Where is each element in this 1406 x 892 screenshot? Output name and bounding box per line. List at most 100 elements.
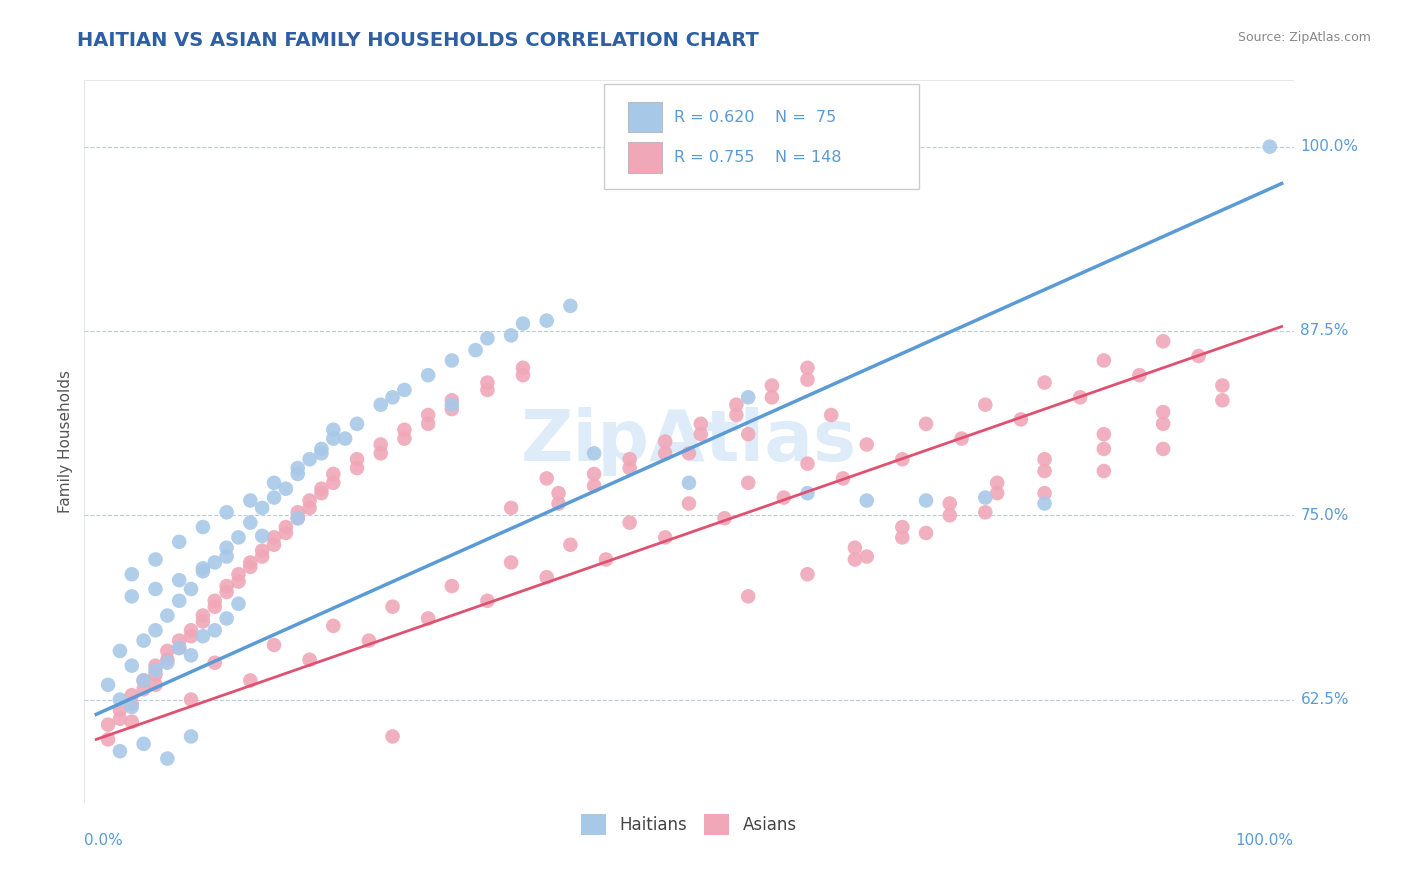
Point: [381, 599, 404, 614]
Point: [132, 682, 155, 697]
Point: [298, 493, 321, 508]
Point: [418, 417, 440, 431]
Point: [844, 541, 866, 555]
Point: [121, 567, 143, 582]
Point: [228, 574, 250, 589]
Point: [440, 579, 463, 593]
Point: [263, 530, 285, 544]
Point: [145, 552, 167, 566]
Point: [1069, 390, 1091, 404]
Point: [180, 629, 202, 643]
Point: [560, 299, 582, 313]
Point: [287, 461, 309, 475]
Point: [737, 427, 759, 442]
Point: [440, 393, 463, 408]
Point: [477, 376, 499, 390]
Point: [97, 678, 120, 692]
Point: [108, 712, 131, 726]
Point: [180, 648, 202, 663]
Point: [311, 446, 333, 460]
Point: [145, 624, 167, 638]
Text: HAITIAN VS ASIAN FAMILY HOUSEHOLDS CORRELATION CHART: HAITIAN VS ASIAN FAMILY HOUSEHOLDS CORRE…: [77, 31, 759, 50]
Point: [915, 417, 938, 431]
Point: [654, 530, 676, 544]
Point: [654, 446, 676, 460]
Point: [974, 505, 997, 519]
Point: [370, 437, 392, 451]
Point: [855, 437, 877, 451]
Point: [108, 692, 131, 706]
Point: [583, 446, 606, 460]
Point: [156, 653, 179, 667]
Point: [250, 500, 273, 515]
Point: [1258, 139, 1281, 153]
Point: [725, 408, 748, 422]
Point: [263, 638, 285, 652]
Point: [167, 594, 190, 608]
Point: [239, 516, 262, 530]
Point: [263, 475, 285, 490]
Point: [132, 673, 155, 688]
Point: [737, 475, 759, 490]
Point: [418, 368, 440, 383]
Point: [322, 475, 344, 490]
Point: [796, 486, 818, 500]
Point: [501, 556, 523, 570]
Y-axis label: Family Households: Family Households: [58, 370, 73, 513]
Point: [619, 516, 641, 530]
Legend: Haitians, Asians: Haitians, Asians: [575, 808, 803, 841]
Point: [97, 717, 120, 731]
Point: [191, 629, 214, 643]
Point: [394, 432, 416, 446]
Point: [1092, 442, 1115, 456]
Point: [167, 534, 190, 549]
Point: [394, 423, 416, 437]
Point: [1152, 334, 1174, 349]
Point: [381, 390, 404, 404]
Point: [915, 493, 938, 508]
Point: [132, 633, 155, 648]
Point: [1128, 368, 1150, 383]
Point: [156, 608, 179, 623]
Point: [191, 564, 214, 578]
Point: [950, 432, 973, 446]
Point: [215, 585, 238, 599]
Point: [239, 673, 262, 688]
Point: [180, 730, 202, 744]
Point: [737, 590, 759, 604]
Point: [287, 505, 309, 519]
Point: [322, 619, 344, 633]
Point: [974, 398, 997, 412]
Point: [1092, 464, 1115, 478]
Point: [145, 658, 167, 673]
Point: [689, 427, 711, 442]
FancyBboxPatch shape: [628, 143, 662, 173]
Point: [167, 573, 190, 587]
Point: [560, 538, 582, 552]
Point: [121, 590, 143, 604]
Point: [855, 493, 877, 508]
Point: [761, 378, 783, 392]
Point: [121, 700, 143, 714]
Point: [678, 446, 700, 460]
FancyBboxPatch shape: [605, 84, 918, 189]
Point: [1033, 376, 1056, 390]
Point: [132, 737, 155, 751]
Point: [974, 491, 997, 505]
Point: [228, 567, 250, 582]
Point: [737, 390, 759, 404]
Point: [654, 434, 676, 449]
Point: [820, 408, 842, 422]
Point: [97, 732, 120, 747]
Point: [167, 633, 190, 648]
Point: [844, 552, 866, 566]
Point: [536, 570, 558, 584]
Point: [311, 482, 333, 496]
Point: [145, 663, 167, 677]
Point: [1211, 378, 1233, 392]
Point: [132, 673, 155, 688]
Point: [239, 560, 262, 574]
Point: [145, 667, 167, 681]
Point: [215, 541, 238, 555]
Point: [440, 398, 463, 412]
